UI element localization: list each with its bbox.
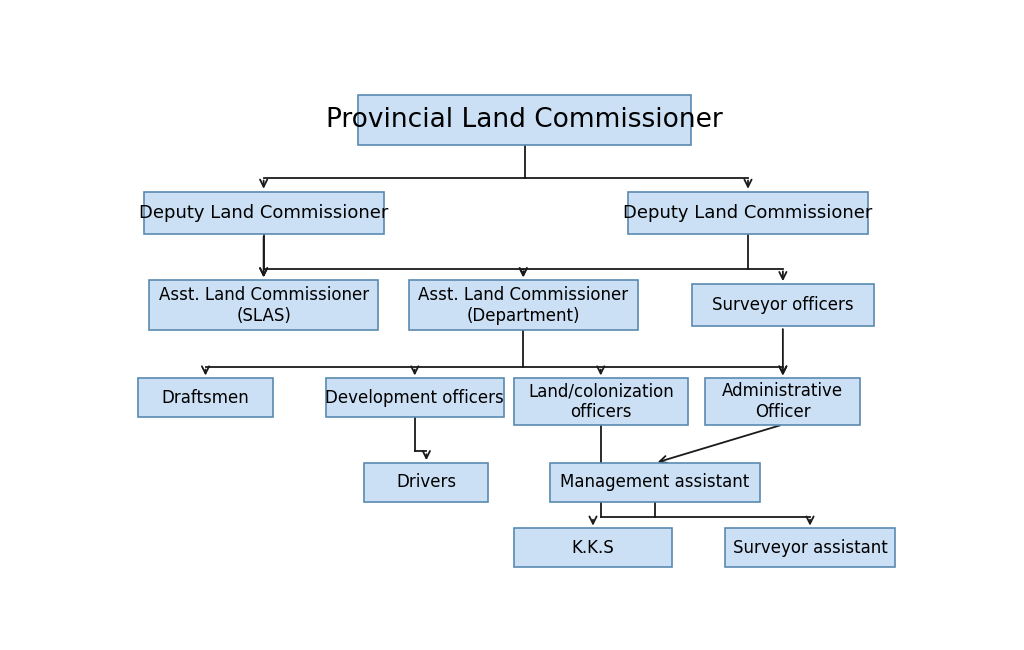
Text: Land/colonization
officers: Land/colonization officers <box>528 382 674 421</box>
FancyBboxPatch shape <box>550 463 760 502</box>
Text: Development officers: Development officers <box>326 389 504 406</box>
FancyBboxPatch shape <box>725 528 895 567</box>
FancyBboxPatch shape <box>628 192 868 234</box>
FancyBboxPatch shape <box>150 280 378 330</box>
FancyBboxPatch shape <box>358 96 691 146</box>
Text: Draftsmen: Draftsmen <box>162 389 250 406</box>
FancyBboxPatch shape <box>143 192 384 234</box>
Text: Drivers: Drivers <box>396 473 457 491</box>
FancyBboxPatch shape <box>514 528 673 567</box>
Text: Surveyor assistant: Surveyor assistant <box>732 539 888 556</box>
Text: Management assistant: Management assistant <box>560 473 750 491</box>
Text: K.K.S: K.K.S <box>571 539 614 556</box>
FancyBboxPatch shape <box>409 280 638 330</box>
FancyBboxPatch shape <box>326 378 504 417</box>
Text: Surveyor officers: Surveyor officers <box>712 296 854 314</box>
Text: Deputy Land Commissioner: Deputy Land Commissioner <box>139 203 388 222</box>
FancyBboxPatch shape <box>706 378 860 424</box>
Text: Asst. Land Commissioner
(SLAS): Asst. Land Commissioner (SLAS) <box>159 286 369 324</box>
FancyBboxPatch shape <box>137 378 273 417</box>
Text: Provincial Land Commissioner: Provincial Land Commissioner <box>327 107 723 133</box>
Text: Deputy Land Commissioner: Deputy Land Commissioner <box>624 203 872 222</box>
Text: Administrative
Officer: Administrative Officer <box>722 382 844 421</box>
FancyBboxPatch shape <box>692 284 873 326</box>
FancyBboxPatch shape <box>514 378 688 424</box>
FancyBboxPatch shape <box>365 463 488 502</box>
Text: Asst. Land Commissioner
(Department): Asst. Land Commissioner (Department) <box>418 286 629 324</box>
